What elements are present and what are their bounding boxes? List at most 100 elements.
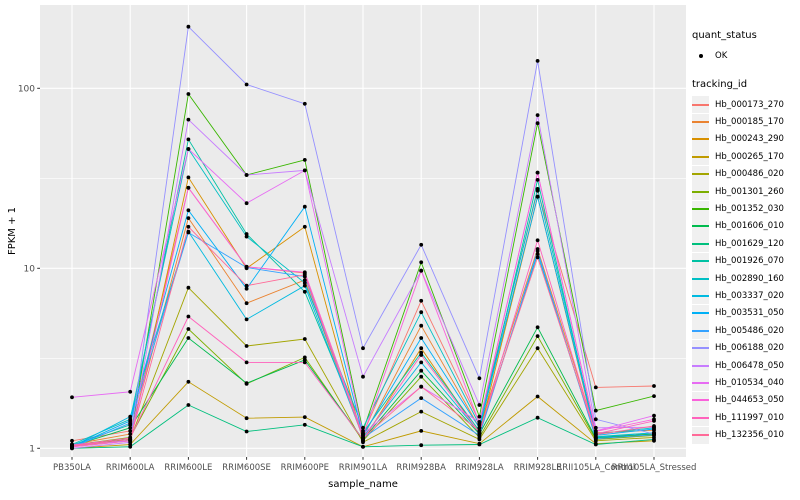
legend-item-label: Hb_000173_270	[715, 99, 784, 110]
data-point	[535, 121, 540, 126]
x-tick-label: RRIM600LA	[106, 463, 155, 473]
legend-key-swatch	[692, 130, 709, 148]
y-tick-label: 100	[18, 84, 35, 94]
data-point	[128, 444, 133, 449]
plot-area: PB350LA RRIM600LA RRIM600LE RRIM600SE RRIM60…	[18, 5, 696, 473]
legend-item-label: Hb_111997_010	[715, 412, 784, 423]
data-point	[419, 384, 424, 389]
legend-key-swatch	[692, 217, 709, 235]
data-point	[186, 379, 191, 384]
data-point	[244, 360, 249, 365]
legend-key-swatch	[692, 183, 709, 201]
data-point	[419, 260, 424, 265]
data-point	[535, 170, 540, 175]
legend-item-Hb_003337_020: Hb_003337_020	[692, 287, 798, 305]
data-point	[244, 317, 249, 322]
data-point	[419, 360, 424, 365]
data-point	[535, 238, 540, 243]
y-tick-label: 1	[29, 444, 35, 454]
x-tick-label: RRIM600PE	[281, 463, 329, 473]
data-point	[419, 346, 424, 351]
data-point	[419, 336, 424, 340]
legend-key-swatch	[692, 322, 709, 340]
data-point	[302, 281, 307, 285]
data-point	[302, 168, 307, 173]
legend-item-Hb_001301_260: Hb_001301_260	[692, 183, 798, 201]
legend-item-label: Hb_001352_030	[715, 204, 784, 215]
data-point	[128, 414, 133, 419]
legend-item-Hb_111997_010: Hb_111997_010	[692, 409, 798, 427]
data-point	[186, 24, 191, 29]
data-point	[70, 444, 74, 448]
y-tick-label: 10	[24, 264, 36, 274]
legend-item-label: Hb_001926_070	[715, 256, 784, 267]
x-tick-label: RRIM901LA	[339, 463, 388, 473]
data-point	[593, 442, 598, 447]
data-point	[419, 396, 424, 400]
data-point	[302, 289, 307, 294]
data-point	[535, 334, 540, 338]
data-point	[302, 224, 307, 229]
legend-item-ok: OK	[692, 47, 798, 65]
data-point	[186, 230, 191, 235]
data-point	[419, 409, 424, 414]
legend-item-label: Hb_010534_040	[715, 377, 784, 388]
data-point	[535, 325, 540, 330]
data-point	[477, 421, 482, 425]
legend-item-Hb_000486_020: Hb_000486_020	[692, 165, 798, 183]
legend-key-swatch	[692, 374, 709, 392]
legend-item-Hb_000243_290: Hb_000243_290	[692, 130, 798, 148]
data-point	[244, 264, 249, 269]
data-point	[477, 376, 482, 381]
data-point	[244, 234, 249, 239]
data-point	[302, 204, 307, 209]
data-point	[652, 432, 656, 436]
data-point	[70, 395, 74, 400]
data-point	[361, 444, 365, 449]
data-point	[244, 173, 249, 177]
legend-key-swatch	[692, 409, 709, 427]
legend-item-Hb_001629_120: Hb_001629_120	[692, 235, 798, 253]
data-point	[128, 421, 133, 425]
legend-key-swatch	[692, 96, 709, 114]
data-point	[419, 298, 424, 303]
data-point	[244, 381, 249, 386]
legend-key-swatch	[692, 252, 709, 270]
ok-point-icon	[692, 48, 709, 65]
data-point	[244, 301, 249, 306]
data-point	[652, 437, 656, 442]
data-point	[186, 224, 191, 229]
legend-item-label: Hb_132356_010	[715, 430, 784, 441]
data-point	[70, 438, 74, 443]
data-point	[593, 385, 598, 390]
data-point	[302, 422, 307, 427]
data-point	[419, 268, 424, 273]
data-point	[477, 425, 482, 430]
x-tick-label: RRIM928LA	[455, 463, 504, 473]
data-point	[535, 249, 540, 253]
data-point	[128, 429, 133, 433]
data-point	[244, 286, 249, 291]
data-point	[593, 425, 598, 430]
data-point	[652, 413, 656, 418]
data-point	[477, 403, 482, 407]
x-tick-label: RRII105LA_Control	[556, 463, 635, 473]
legend-key-swatch	[692, 113, 709, 131]
legend-key-swatch	[692, 165, 709, 183]
data-point	[535, 113, 540, 117]
legend-key-swatch	[692, 287, 709, 305]
data-point	[652, 419, 656, 423]
legend-item-label: Hb_000486_020	[715, 169, 784, 180]
x-axis-title: sample_name	[328, 479, 398, 490]
data-point	[361, 346, 365, 351]
data-point	[419, 368, 424, 373]
legend-key-swatch	[692, 200, 709, 218]
data-point	[361, 425, 365, 430]
data-point	[593, 408, 598, 413]
legend-item-Hb_000265_170: Hb_000265_170	[692, 148, 798, 166]
legend-item-label: Hb_006478_050	[715, 360, 784, 371]
data-point	[535, 194, 540, 199]
data-point	[186, 175, 191, 180]
legend-item-label: Hb_000185_170	[715, 117, 784, 128]
data-point	[128, 389, 133, 394]
